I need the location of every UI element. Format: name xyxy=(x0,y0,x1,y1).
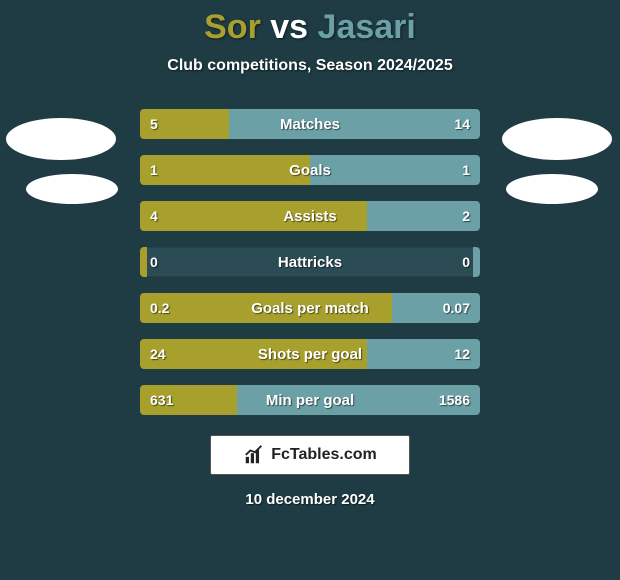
title-player1: Sor xyxy=(204,8,261,46)
bar-value-right: 2 xyxy=(452,201,480,231)
bar-row: Shots per goal24 12 xyxy=(140,339,480,369)
bar-label: Goals xyxy=(140,155,480,185)
subtitle: Club competitions, Season 2024/2025 xyxy=(167,57,452,75)
bar-value-left: 0 xyxy=(140,247,168,277)
bar-value-left: 5 xyxy=(140,109,168,139)
bar-row: Matches5 14 xyxy=(140,109,480,139)
bar-row: Goals per match0.2 0.07 xyxy=(140,293,480,323)
brand-box: FcTables.com xyxy=(210,435,410,475)
comparison-bars: Matches5 14 Goals1 1 Assists4 2 Hattricks0 0 Goa… xyxy=(140,109,480,415)
bar-value-right: 12 xyxy=(444,339,480,369)
brand-text: FcTables.com xyxy=(271,446,377,464)
title-vs: vs xyxy=(270,8,308,46)
bar-label: Hattricks xyxy=(140,247,480,277)
title-player2: Jasari xyxy=(318,8,416,46)
bar-row: Hattricks0 0 xyxy=(140,247,480,277)
chart-icon xyxy=(243,444,265,466)
bar-row: Min per goal6311586 xyxy=(140,385,480,415)
club-logo-right-1 xyxy=(502,118,612,160)
club-logo-left-2 xyxy=(26,174,118,204)
bar-value-right: 0 xyxy=(452,247,480,277)
bar-value-right: 0.07 xyxy=(433,293,480,323)
bar-row: Goals1 1 xyxy=(140,155,480,185)
bar-value-right: 1 xyxy=(452,155,480,185)
bar-value-left: 24 xyxy=(140,339,176,369)
bar-value-left: 0.2 xyxy=(140,293,179,323)
club-logo-left-1 xyxy=(6,118,116,160)
bar-label: Matches xyxy=(140,109,480,139)
comparison-infographic: Sor vs Jasari Club competitions, Season … xyxy=(0,0,620,580)
page-title: Sor vs Jasari xyxy=(204,8,416,47)
club-logo-right-2 xyxy=(506,174,598,204)
bar-value-left: 4 xyxy=(140,201,168,231)
bar-label: Shots per goal xyxy=(140,339,480,369)
date: 10 december 2024 xyxy=(245,491,374,508)
bar-label: Assists xyxy=(140,201,480,231)
bar-value-left: 631 xyxy=(140,385,183,415)
bar-value-right: 1586 xyxy=(429,385,480,415)
bar-row: Assists4 2 xyxy=(140,201,480,231)
bar-value-left: 1 xyxy=(140,155,168,185)
bar-value-right: 14 xyxy=(444,109,480,139)
bar-label: Goals per match xyxy=(140,293,480,323)
